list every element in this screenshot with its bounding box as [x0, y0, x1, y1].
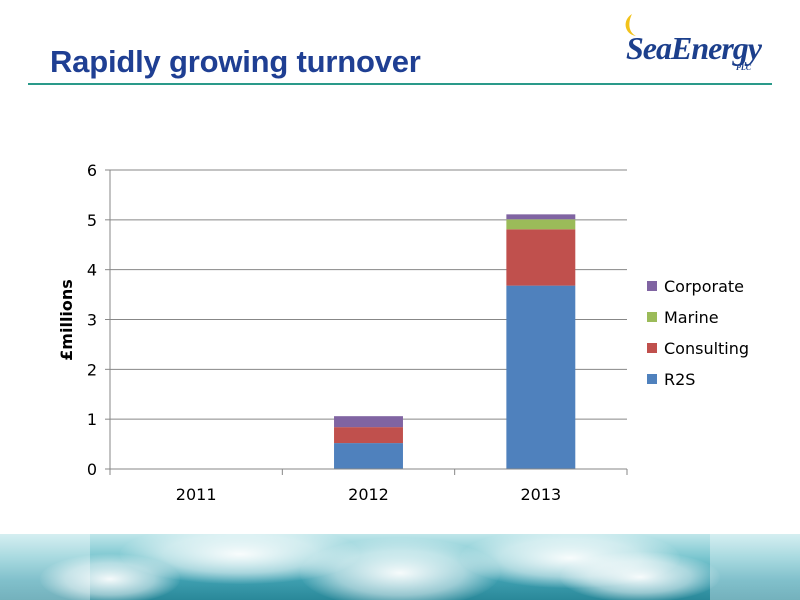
seaenergy-logo: SeaEnergy PLC	[618, 10, 778, 74]
y-tick-label: 3	[87, 311, 97, 330]
y-tick-label: 0	[87, 460, 97, 479]
x-tick-label: 2013	[520, 485, 561, 504]
y-axis-title: £millions	[57, 279, 76, 361]
legend-label-corporate: Corporate	[664, 277, 744, 296]
y-tick-label: 1	[87, 410, 97, 429]
slide-title: Rapidly growing turnover	[50, 44, 421, 79]
turnover-chart: 0 1 2 3 4 5 6 2011 2012 2013 £millions Corporate…	[57, 161, 749, 504]
legend-swatch-consulting	[647, 343, 657, 353]
crescent-moon-icon	[625, 14, 636, 36]
legend-label-r2s: R2S	[664, 370, 695, 389]
x-tick-labels: 2011 2012 2013	[176, 485, 561, 504]
legend-label-consulting: Consulting	[664, 339, 749, 358]
bar-r2s-2013	[506, 285, 576, 469]
y-tick-label: 5	[87, 211, 97, 230]
legend-swatch-marine	[647, 312, 657, 322]
bar-consulting-2012	[334, 427, 403, 444]
bar-corporate-2012	[334, 416, 403, 428]
x-tick-label: 2011	[176, 485, 217, 504]
legend-label-marine: Marine	[664, 308, 719, 327]
x-tick-label: 2012	[348, 485, 389, 504]
ocean-wave-banner	[0, 534, 800, 600]
logo-wordmark: SeaEnergy	[626, 30, 762, 66]
y-tick-label: 4	[87, 261, 97, 280]
y-tick-label: 2	[87, 360, 97, 379]
bars	[334, 214, 576, 469]
legend-swatch-r2s	[647, 374, 657, 384]
legend-swatch-corporate	[647, 281, 657, 291]
title-rule	[28, 83, 772, 85]
legend: Corporate Marine Consulting R2S	[647, 277, 749, 389]
y-tick-label: 6	[87, 161, 97, 180]
logo-plc: PLC	[736, 63, 752, 72]
bar-r2s-2012	[334, 443, 403, 469]
bar-corporate-2013	[506, 214, 576, 220]
bar-marine-2013	[506, 219, 576, 230]
axes	[105, 169, 628, 475]
y-tick-labels: 0 1 2 3 4 5 6	[87, 161, 97, 479]
bar-consulting-2013	[506, 229, 576, 286]
